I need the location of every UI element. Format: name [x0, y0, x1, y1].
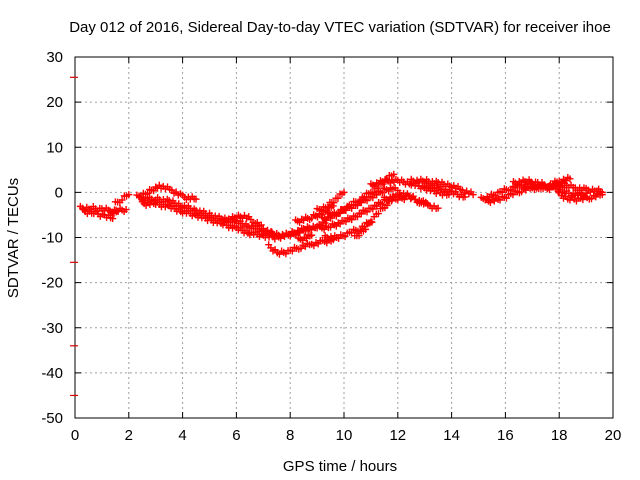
x-tick-label: 0 — [71, 427, 79, 444]
x-tick-label: 16 — [497, 427, 514, 444]
data-point — [353, 213, 361, 221]
data-point — [356, 226, 364, 234]
x-tick-label: 20 — [605, 427, 622, 444]
data-point — [150, 187, 158, 195]
x-tick-label: 4 — [178, 427, 186, 444]
grid — [75, 57, 613, 418]
data-point — [335, 210, 343, 218]
series-sat-25 — [509, 173, 574, 191]
series-sat-22 — [421, 180, 469, 201]
y-tick-label: 20 — [46, 94, 63, 111]
y-tick-label: 0 — [55, 184, 63, 201]
data-point — [496, 196, 504, 204]
tick-labels: 0 2 4 6 8 10 12 14 16 18 20 -50 -40 -30 -20 -10 0 10 20 30 — [41, 49, 621, 444]
series-sat-3 — [111, 191, 133, 206]
data-point — [566, 175, 574, 183]
data-point — [324, 203, 332, 211]
data-point — [368, 218, 376, 226]
data-point — [192, 195, 200, 203]
series-sat-9 — [265, 236, 337, 258]
series-sat-5 — [133, 181, 200, 203]
data-point — [118, 196, 126, 204]
data-point — [549, 181, 557, 189]
data-point — [434, 204, 442, 212]
y-tick-label: 10 — [46, 139, 63, 156]
series-sat-12 — [313, 188, 348, 214]
data-point — [317, 206, 325, 214]
x-tick-label: 14 — [443, 427, 460, 444]
data-point — [373, 202, 381, 210]
data-point — [308, 231, 316, 239]
series-sat-8 — [219, 211, 278, 239]
data-point — [502, 194, 510, 202]
series-sat-11 — [294, 231, 316, 244]
data-point — [109, 215, 117, 223]
y-tick-label: -30 — [41, 320, 63, 337]
data-point — [356, 197, 364, 205]
data-point — [369, 205, 377, 213]
data-point — [341, 206, 349, 214]
data-point — [544, 183, 552, 191]
data-point — [340, 188, 348, 196]
data-point — [144, 189, 152, 197]
data-point — [348, 201, 356, 209]
data-point — [355, 232, 363, 240]
y-tick-label: -20 — [41, 275, 63, 292]
data-point — [383, 201, 391, 209]
series-sat-20 — [394, 187, 431, 208]
data-point — [335, 234, 343, 242]
data-point — [582, 189, 590, 197]
x-tick-label: 6 — [232, 427, 240, 444]
data-point — [390, 170, 398, 178]
data-point — [288, 247, 296, 255]
y-axis-label: SDTVAR / TECUs — [5, 178, 22, 298]
y-tick-label: -50 — [41, 410, 63, 427]
data-point — [369, 188, 377, 196]
x-tick-label: 12 — [389, 427, 406, 444]
chart-title: Day 012 of 2016, Sidereal Day-to-day VTE… — [69, 19, 611, 36]
data-point — [360, 193, 368, 201]
data-point — [270, 231, 278, 239]
data-point — [373, 191, 381, 199]
data-point — [469, 191, 477, 199]
y-tick-label: -10 — [41, 230, 63, 247]
x-tick-label: 8 — [286, 427, 294, 444]
x-tick-label: 18 — [551, 427, 568, 444]
data-point — [423, 200, 431, 208]
data-point — [598, 191, 606, 199]
data-point — [378, 189, 386, 197]
data-point — [362, 225, 370, 233]
data-point — [125, 191, 133, 199]
data-point — [374, 210, 382, 218]
data-point — [357, 210, 365, 218]
data-point — [509, 191, 517, 199]
data-point — [341, 233, 349, 241]
y-tick-label: -40 — [41, 365, 63, 382]
data-point — [122, 206, 130, 214]
x-axis-label: GPS time / hours — [283, 458, 397, 475]
series-sat-4 — [106, 204, 130, 217]
data-point — [334, 194, 342, 202]
data-point — [348, 216, 356, 224]
left-markers — [70, 76, 78, 397]
x-tick-label: 10 — [336, 427, 353, 444]
series-sat-27 — [550, 182, 590, 200]
data-point — [330, 199, 338, 207]
data-point — [363, 208, 371, 216]
x-tick-label: 2 — [125, 427, 133, 444]
y-tick-label: 30 — [46, 49, 63, 66]
series-sat-2 — [79, 206, 117, 223]
data-point — [342, 218, 350, 226]
plot-area — [76, 170, 606, 258]
axis-ticks — [74, 56, 614, 419]
data-point — [461, 193, 469, 201]
